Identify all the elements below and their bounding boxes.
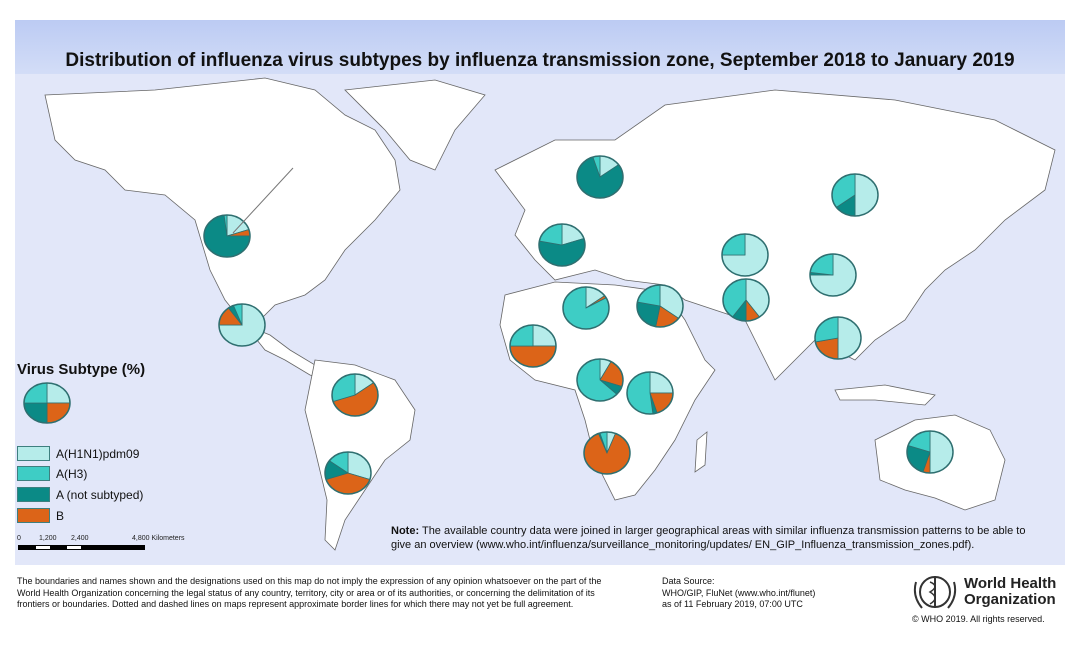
zone-pie-1 — [203, 214, 251, 258]
zone-pie-13 — [831, 173, 879, 217]
who-logo: World Health Organization — [912, 572, 1056, 612]
pie-outline — [509, 324, 557, 368]
pie-outline — [562, 286, 610, 330]
title-bar — [15, 20, 1065, 74]
pie-outline — [906, 430, 954, 474]
swatch — [17, 508, 50, 523]
land-greenland — [344, 79, 486, 171]
legend-item-h3: A(H3) — [17, 465, 87, 482]
legend-item-not-subtyped: A (not subtyped) — [17, 486, 143, 503]
pie-charts — [23, 155, 954, 495]
note: Note: The available country data were jo… — [391, 525, 1026, 551]
pie-outline — [626, 371, 674, 415]
zone-pie-11 — [331, 373, 379, 417]
zone-pie-7 — [509, 324, 557, 368]
zone-pie-9 — [626, 371, 674, 415]
zone-pie-17 — [814, 316, 862, 360]
zone-pie-6 — [636, 284, 684, 328]
pie-outline — [576, 358, 624, 402]
swatch — [17, 446, 50, 461]
legend-title: Virus Subtype (%) — [17, 361, 146, 378]
zone-pie-3 — [576, 155, 624, 199]
data-source: Data Source: WHO/GIP, FluNet (www.who.int… — [662, 576, 816, 610]
swatch — [17, 487, 50, 502]
pie-outline — [203, 214, 251, 258]
copyright: © WHO 2019. All rights reserved. — [912, 614, 1045, 624]
zone-pie-14 — [721, 233, 769, 277]
legend-pie — [23, 382, 71, 424]
pie-outline — [721, 233, 769, 277]
legend-item-b: B — [17, 507, 64, 524]
legend-item-h1n1: A(H1N1)pdm09 — [17, 445, 139, 462]
pie-outline — [583, 431, 631, 475]
swatch — [17, 466, 50, 481]
land-north-america — [44, 77, 401, 326]
pie-outline — [636, 284, 684, 328]
world-map — [15, 20, 1065, 565]
map-title: Distribution of influenza virus subtypes… — [65, 50, 1015, 71]
pie-outline — [576, 155, 624, 199]
land-madagascar — [694, 431, 708, 473]
zone-pie-2 — [218, 303, 266, 347]
pie-outline — [809, 253, 857, 297]
pie-outline — [722, 278, 770, 322]
map-svg — [23, 77, 1056, 551]
pie-outline — [814, 316, 862, 360]
pie-outline — [218, 303, 266, 347]
zone-pie-18 — [906, 430, 954, 474]
zone-pie-12 — [324, 451, 372, 495]
land-indonesia — [834, 384, 936, 406]
zone-pie-10 — [583, 431, 631, 475]
zone-pie-16 — [722, 278, 770, 322]
zone-pie-4 — [538, 223, 586, 267]
who-emblem-icon — [913, 576, 957, 609]
pie-outline — [831, 173, 879, 217]
zone-pie-5 — [562, 286, 610, 330]
zone-pie-15 — [809, 253, 857, 297]
pie-outline — [538, 223, 586, 267]
pie-outline — [324, 451, 372, 495]
zone-pie-8 — [576, 358, 624, 402]
pie-outline — [331, 373, 379, 417]
callout-line — [232, 167, 294, 234]
landmasses — [44, 77, 1056, 551]
pie-outline — [23, 382, 71, 424]
disclaimer: The boundaries and names shown and the d… — [17, 576, 602, 610]
